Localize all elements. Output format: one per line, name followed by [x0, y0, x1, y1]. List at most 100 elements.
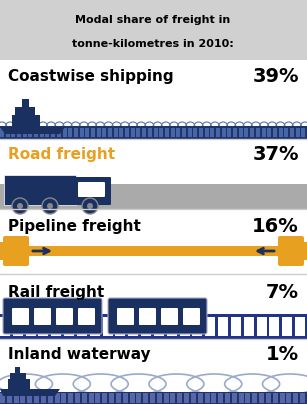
Bar [250, 128, 254, 137]
Bar [164, 393, 169, 403]
Bar [244, 128, 248, 137]
Bar [192, 317, 202, 336]
Bar [131, 128, 135, 137]
Bar [244, 317, 254, 336]
Bar [51, 128, 55, 137]
Bar [95, 393, 100, 403]
Bar [225, 393, 230, 403]
Bar [0, 128, 4, 137]
Bar [108, 128, 112, 137]
Bar [280, 393, 285, 403]
Bar [176, 128, 180, 137]
Bar [25, 246, 282, 256]
Text: Coastwise shipping: Coastwise shipping [8, 69, 174, 84]
Bar [154, 128, 157, 137]
Bar [204, 393, 210, 403]
Bar [170, 393, 176, 403]
Bar [82, 393, 87, 403]
Bar [205, 128, 209, 137]
Bar [191, 393, 196, 403]
Bar [63, 128, 67, 137]
Text: Modal share of freight in: Modal share of freight in [76, 15, 231, 25]
Bar [232, 393, 237, 403]
Text: Inland waterway: Inland waterway [8, 347, 151, 362]
Bar [14, 393, 19, 403]
Bar [0, 314, 307, 339]
Bar [128, 317, 138, 336]
Bar [102, 128, 106, 137]
Bar [273, 128, 277, 137]
Bar [290, 128, 294, 137]
Bar [6, 128, 10, 137]
Bar [10, 373, 26, 379]
Bar [74, 128, 78, 137]
Bar [40, 128, 44, 137]
Bar [7, 393, 12, 403]
Bar [266, 393, 271, 403]
Text: Rail freight: Rail freight [8, 284, 104, 299]
Bar [218, 393, 223, 403]
Bar [239, 128, 243, 137]
Bar [188, 128, 192, 137]
Bar [231, 317, 241, 336]
Text: 37%: 37% [252, 145, 299, 164]
Bar [8, 379, 30, 389]
Circle shape [87, 203, 93, 209]
Bar [15, 107, 35, 115]
Bar [211, 393, 216, 403]
Bar [75, 393, 80, 403]
Bar [77, 317, 87, 336]
Bar [256, 128, 260, 137]
Bar [293, 393, 298, 403]
Bar [269, 317, 279, 336]
Bar [199, 128, 203, 137]
Circle shape [42, 198, 58, 214]
FancyBboxPatch shape [78, 182, 105, 197]
Bar [27, 393, 32, 403]
Bar [259, 393, 264, 403]
Bar [136, 128, 140, 137]
Bar [97, 128, 101, 137]
Bar [89, 393, 94, 403]
Bar [17, 128, 21, 137]
Bar [68, 393, 73, 403]
Text: Road freight: Road freight [8, 147, 115, 162]
Bar [29, 128, 33, 137]
Bar [257, 317, 266, 336]
Bar [68, 128, 72, 137]
Bar [51, 317, 61, 336]
Bar [159, 128, 163, 137]
Bar [26, 317, 36, 336]
Bar [295, 317, 305, 336]
Bar [0, 393, 5, 403]
Circle shape [82, 198, 98, 214]
Bar [301, 128, 305, 137]
FancyBboxPatch shape [3, 298, 102, 334]
Bar [57, 128, 61, 137]
Bar [0, 0, 307, 60]
Bar [12, 115, 40, 127]
Bar [38, 317, 49, 336]
Circle shape [47, 203, 53, 209]
FancyBboxPatch shape [34, 308, 51, 325]
Text: 1%: 1% [266, 345, 299, 364]
Bar [205, 317, 215, 336]
Bar [61, 393, 66, 403]
Bar [150, 393, 155, 403]
Bar [0, 126, 307, 139]
Circle shape [12, 198, 28, 214]
Bar [85, 128, 89, 137]
Bar [184, 393, 189, 403]
Bar [233, 128, 237, 137]
Bar [34, 128, 38, 137]
Bar [41, 393, 46, 403]
FancyBboxPatch shape [161, 308, 178, 325]
FancyBboxPatch shape [74, 177, 111, 205]
FancyBboxPatch shape [12, 308, 29, 325]
Bar [0, 184, 307, 209]
Bar [64, 317, 74, 336]
Bar [45, 128, 49, 137]
Bar [193, 128, 197, 137]
Text: 16%: 16% [252, 217, 299, 236]
Bar [262, 128, 266, 137]
